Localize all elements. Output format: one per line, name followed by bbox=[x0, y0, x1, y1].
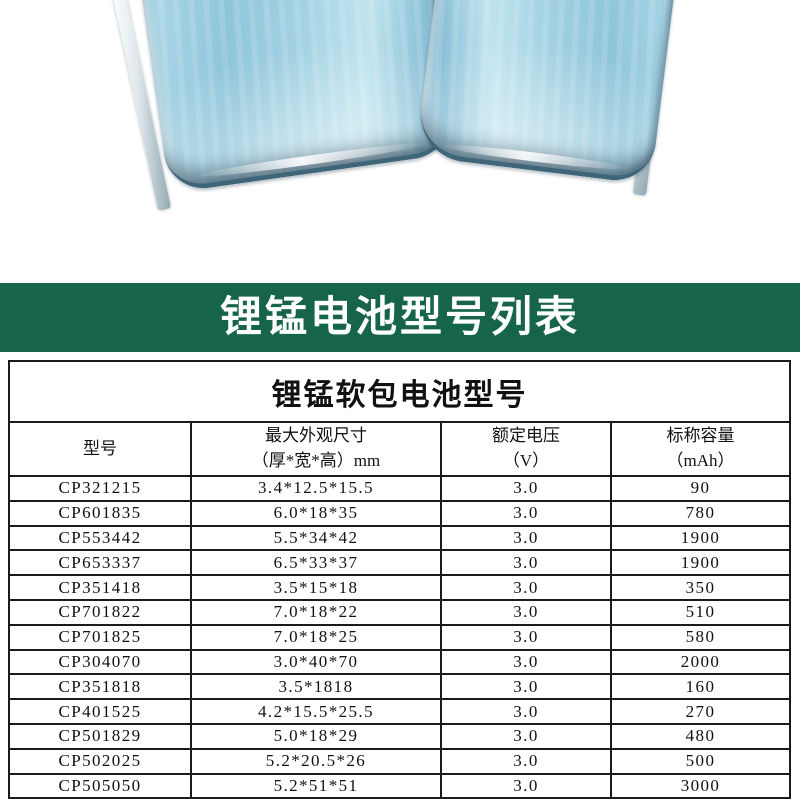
cell-dimensions: 7.0*18*25 bbox=[190, 623, 442, 651]
cell-dimensions: 4.2*15.5*25.5 bbox=[190, 698, 442, 725]
cell-capacity: 270 bbox=[610, 698, 791, 725]
cell-dimensions: 3.5*1818 bbox=[190, 673, 442, 701]
table-row: CP501829 5.0*18*29 3.0 480 bbox=[8, 722, 791, 750]
cell-model: CP351418 bbox=[8, 574, 192, 601]
col-header-voltage: 额定电压 （V） bbox=[440, 421, 612, 477]
cell-dimensions: 5.2*20.5*26 bbox=[190, 747, 442, 775]
cell-dimensions: 3.4*12.5*15.5 bbox=[190, 475, 442, 502]
cell-model: CP553442 bbox=[8, 524, 192, 552]
cell-dimensions: 6.5*33*37 bbox=[190, 549, 442, 577]
cell-model: CP701825 bbox=[8, 623, 192, 651]
cell-dimensions: 5.2*51*51 bbox=[190, 772, 442, 800]
table-header-row: 型号 最大外观尺寸 （厚*宽*高）mm 额定电压 （V） 标称容量 （mAh） bbox=[8, 421, 791, 477]
cell-model: CP304070 bbox=[8, 648, 192, 676]
section-banner: 锂锰电池型号列表 bbox=[0, 283, 800, 352]
col-header-capacity: 标称容量 （mAh） bbox=[610, 421, 791, 477]
cell-dimensions: 3.0*40*70 bbox=[190, 648, 442, 676]
table-body: CP321215 3.4*12.5*15.5 3.0 90 CP601835 6.0*18… bbox=[8, 475, 791, 800]
cell-dimensions: 5.0*18*29 bbox=[190, 722, 442, 750]
cell-model: CP701822 bbox=[8, 598, 192, 626]
cell-voltage: 3.0 bbox=[440, 524, 612, 552]
cell-model: CP601835 bbox=[8, 499, 192, 527]
cell-voltage: 3.0 bbox=[440, 475, 612, 502]
cell-model: CP351818 bbox=[8, 673, 192, 701]
cell-capacity: 1900 bbox=[610, 524, 791, 552]
table-row: CP321215 3.4*12.5*15.5 3.0 90 bbox=[8, 475, 791, 502]
table-row: CP351818 3.5*1818 3.0 160 bbox=[8, 673, 791, 701]
cell-capacity: 480 bbox=[610, 722, 791, 750]
cell-model: CP401525 bbox=[8, 698, 192, 725]
table-row: CP401525 4.2*15.5*25.5 3.0 270 bbox=[8, 698, 791, 725]
cell-dimensions: 6.0*18*35 bbox=[190, 499, 442, 527]
battery-right-image bbox=[415, 0, 702, 185]
cell-model: CP501829 bbox=[8, 722, 192, 750]
table-row: CP502025 5.2*20.5*26 3.0 500 bbox=[8, 747, 791, 775]
banner-title: 锂锰电池型号列表 bbox=[219, 294, 580, 341]
cell-voltage: 3.0 bbox=[440, 772, 612, 800]
cell-model: CP505050 bbox=[8, 772, 192, 800]
cell-voltage: 3.0 bbox=[440, 722, 612, 750]
table-row: CP351418 3.5*15*18 3.0 350 bbox=[8, 574, 791, 601]
battery-photo bbox=[0, 0, 800, 283]
cell-capacity: 90 bbox=[610, 475, 791, 502]
battery-left-image bbox=[113, 0, 459, 194]
table-row: CP304070 3.0*40*70 3.0 2000 bbox=[8, 648, 791, 676]
cell-voltage: 3.0 bbox=[440, 648, 612, 676]
table-row: CP653337 6.5*33*37 3.0 1900 bbox=[8, 549, 791, 577]
col-header-model: 型号 bbox=[8, 421, 192, 477]
cell-model: CP502025 bbox=[8, 747, 192, 775]
cell-dimensions: 3.5*15*18 bbox=[190, 574, 442, 601]
cell-capacity: 780 bbox=[610, 499, 791, 527]
cell-model: CP653337 bbox=[8, 549, 192, 577]
cell-capacity: 350 bbox=[610, 574, 791, 601]
battery-spec-table: 锂锰软包电池型号 型号 最大外观尺寸 （厚*宽*高）mm 额定电压 （V） 标称… bbox=[8, 360, 791, 800]
cell-capacity: 1900 bbox=[610, 549, 791, 577]
cell-model: CP321215 bbox=[8, 475, 192, 502]
cell-capacity: 2000 bbox=[610, 648, 791, 676]
cell-dimensions: 5.5*34*42 bbox=[190, 524, 442, 552]
cell-voltage: 3.0 bbox=[440, 574, 612, 601]
cell-voltage: 3.0 bbox=[440, 598, 612, 626]
table-title: 锂锰软包电池型号 bbox=[8, 360, 791, 423]
cell-voltage: 3.0 bbox=[440, 673, 612, 701]
col-header-dimensions: 最大外观尺寸 （厚*宽*高）mm bbox=[190, 421, 442, 477]
cell-voltage: 3.0 bbox=[440, 623, 612, 651]
cell-voltage: 3.0 bbox=[440, 499, 612, 527]
table-row: CP701825 7.0*18*25 3.0 580 bbox=[8, 623, 791, 651]
table-row: CP553442 5.5*34*42 3.0 1900 bbox=[8, 524, 791, 552]
table-title-row: 锂锰软包电池型号 bbox=[8, 360, 791, 423]
table-row: CP601835 6.0*18*35 3.0 780 bbox=[8, 499, 791, 527]
cell-voltage: 3.0 bbox=[440, 549, 612, 577]
cell-dimensions: 7.0*18*22 bbox=[190, 598, 442, 626]
table-row: CP505050 5.2*51*51 3.0 3000 bbox=[8, 772, 791, 800]
cell-capacity: 580 bbox=[610, 623, 791, 651]
cell-capacity: 510 bbox=[610, 598, 791, 626]
cell-voltage: 3.0 bbox=[440, 698, 612, 725]
cell-capacity: 160 bbox=[610, 673, 791, 701]
cell-voltage: 3.0 bbox=[440, 747, 612, 775]
cell-capacity: 3000 bbox=[610, 772, 791, 800]
cell-capacity: 500 bbox=[610, 747, 791, 775]
table-row: CP701822 7.0*18*22 3.0 510 bbox=[8, 598, 791, 626]
